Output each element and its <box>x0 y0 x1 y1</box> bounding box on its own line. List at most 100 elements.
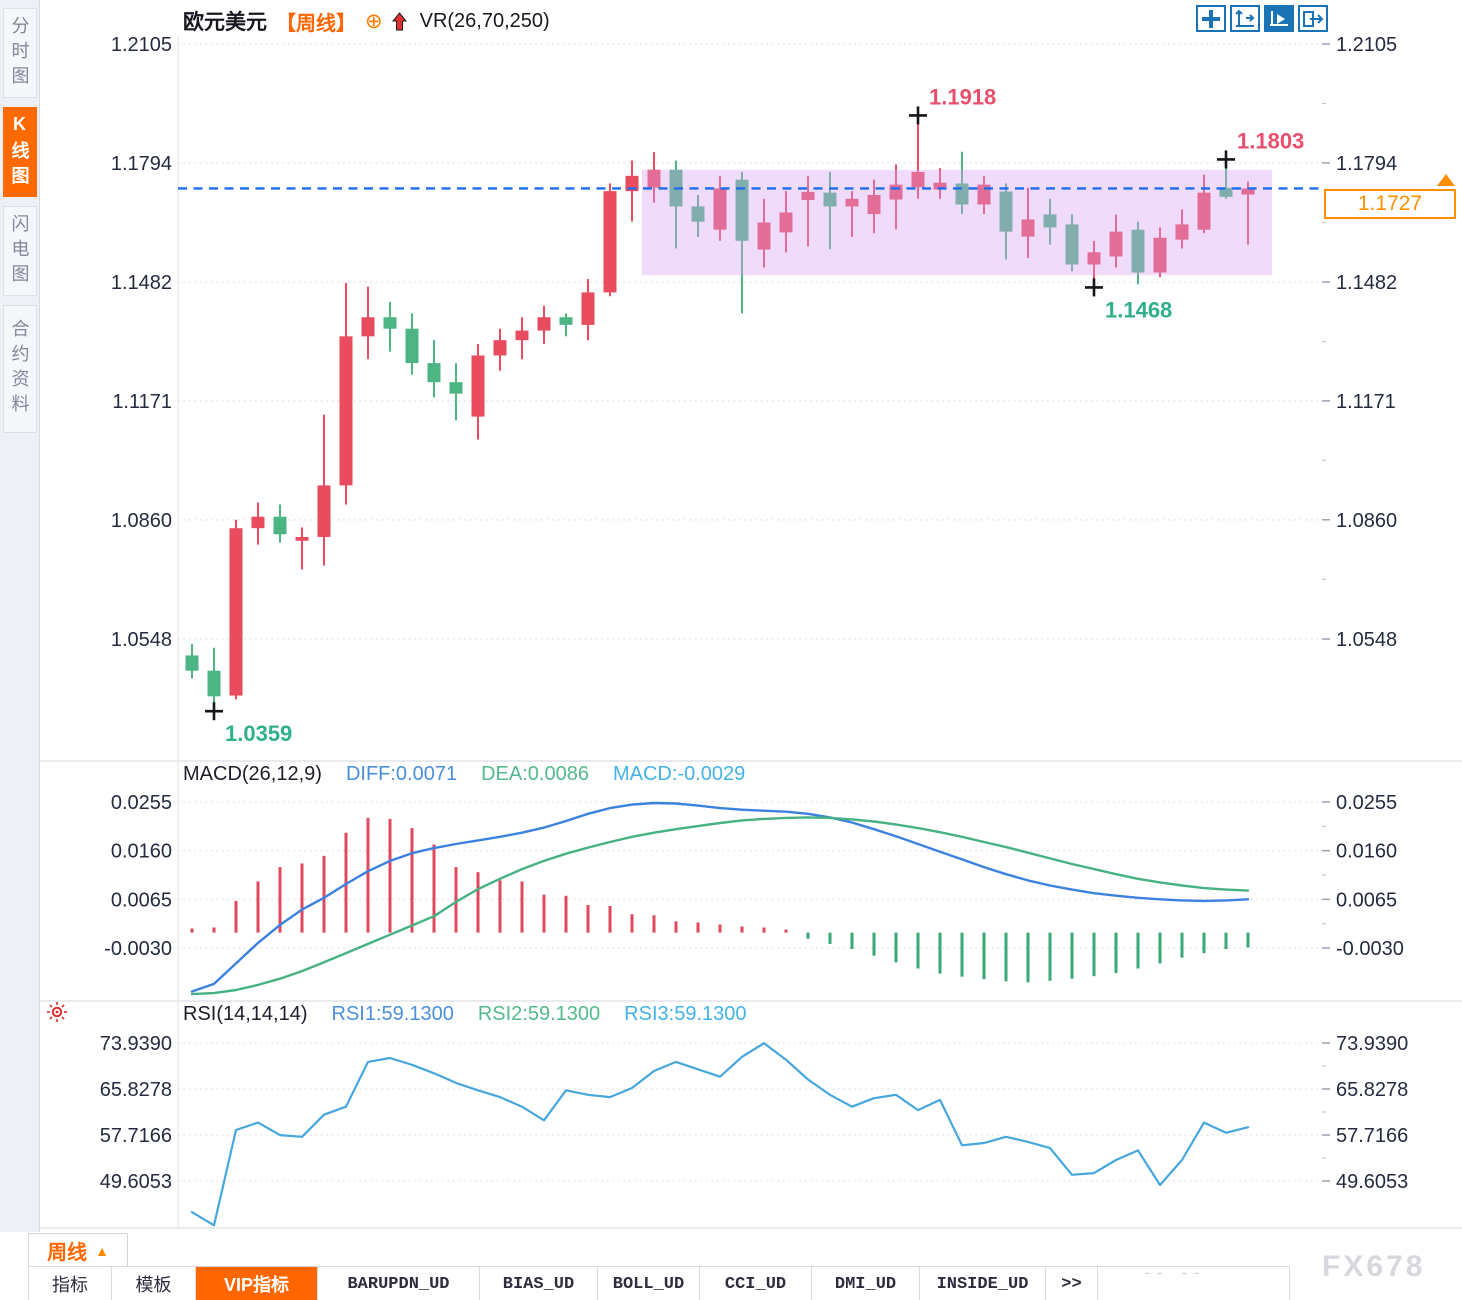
indicator-tabbar: 指标 模板 VIP指标 BARUPDN_UD BIAS_UD BOLL_UD C… <box>28 1266 1290 1300</box>
collapse-panel-icon[interactable] <box>1298 5 1328 32</box>
sidebar-tab-flash[interactable]: 闪电图 <box>2 206 37 296</box>
candle-body <box>339 336 353 486</box>
tabs-overflow-button[interactable]: >> <box>1046 1267 1098 1300</box>
candle-body <box>295 536 309 541</box>
sidebar-tab-kline[interactable]: K线图 <box>2 107 37 197</box>
candle-body <box>1087 252 1101 265</box>
candle-body <box>999 191 1013 232</box>
svg-text:57.7166: 57.7166 <box>1336 1125 1408 1147</box>
svg-text:1.2105: 1.2105 <box>1336 34 1397 56</box>
macd-diff-value: DIFF:0.0071 <box>345 763 458 785</box>
candle-body <box>779 212 793 233</box>
candle-body <box>1241 188 1255 195</box>
candle-body <box>1065 224 1079 265</box>
tab-barupdn-ud[interactable]: BARUPDN_UD <box>318 1267 480 1300</box>
candle-body <box>317 485 331 537</box>
candle-body <box>1131 229 1145 273</box>
candle-body <box>823 192 837 207</box>
svg-text:1.1468: 1.1468 <box>1105 297 1172 322</box>
candle-body <box>647 169 661 188</box>
tab-boll-ud[interactable]: BOLL_UD <box>598 1267 700 1300</box>
tab-vip-indicators[interactable]: VIP指标 <box>196 1267 318 1300</box>
candle-body <box>185 655 199 671</box>
rsi1-value: RSI1:59.1300 <box>331 1003 454 1025</box>
svg-text:1.1482: 1.1482 <box>111 272 172 294</box>
rsi-legend: RSI(14,14,14) RSI1:59.1300 RSI2:59.1300 … <box>183 1003 747 1026</box>
sun-marker-icon <box>47 1002 67 1022</box>
svg-text:1.1171: 1.1171 <box>1336 391 1396 413</box>
candle-body <box>801 191 815 200</box>
svg-text:73.9390: 73.9390 <box>1336 1033 1408 1055</box>
candle-body <box>757 222 771 250</box>
tab-templates[interactable]: 模板 <box>112 1267 196 1300</box>
candle-body <box>933 182 947 190</box>
period-tag[interactable]: 【周线】 <box>276 12 356 35</box>
candle-body <box>449 382 463 394</box>
candle-body <box>427 363 441 383</box>
candle-body <box>1175 224 1189 240</box>
svg-text:0.0065: 0.0065 <box>111 889 172 911</box>
macd-dea-value: DEA:0.0086 <box>481 763 589 785</box>
consolidation-zone <box>642 169 1272 276</box>
svg-text:0.0255: 0.0255 <box>111 792 172 814</box>
macd-title[interactable]: MACD(26,12,9) <box>183 763 322 785</box>
svg-text:1.1918: 1.1918 <box>929 84 996 109</box>
hidden-ticker-dashes: -- -- <box>1143 1266 1206 1282</box>
candle-body <box>383 317 397 329</box>
current-price-tag: 1.1727 <box>1324 189 1456 219</box>
candle-body <box>559 317 573 325</box>
svg-text:73.9390: 73.9390 <box>100 1033 172 1055</box>
svg-text:65.8278: 65.8278 <box>100 1079 172 1101</box>
sidebar-tab-contract-info[interactable]: 合约资料 <box>2 305 37 433</box>
svg-text:1.0359: 1.0359 <box>225 721 292 746</box>
svg-text:0.0160: 0.0160 <box>1336 841 1397 863</box>
tab-bias-ud[interactable]: BIAS_UD <box>480 1267 598 1300</box>
candle-body <box>713 188 727 230</box>
tab-inside-ud[interactable]: INSIDE_UD <box>920 1267 1046 1300</box>
svg-text:1.1794: 1.1794 <box>111 153 172 175</box>
rsi2-value: RSI2:59.1300 <box>477 1003 601 1025</box>
symbol-title: 欧元美元 <box>183 11 267 34</box>
candle-body <box>537 317 551 331</box>
tab-empty <box>1098 1267 1290 1300</box>
chart-header: 欧元美元 【周线】 ⊕ VR(26,70,250) <box>183 6 550 36</box>
tab-cci-ud[interactable]: CCI_UD <box>700 1267 812 1300</box>
candle-body <box>471 355 485 417</box>
auto-scale-icon[interactable] <box>1264 5 1294 32</box>
indicator-label[interactable]: VR(26,70,250) <box>419 9 550 32</box>
svg-text:57.7166: 57.7166 <box>100 1125 172 1147</box>
svg-text:1.0860: 1.0860 <box>111 510 172 532</box>
candle-body <box>603 191 617 293</box>
candle-body <box>207 670 221 697</box>
svg-text:0.0255: 0.0255 <box>1336 792 1397 814</box>
add-indicator-icon[interactable]: ⊕ <box>365 9 383 33</box>
axis-range-icon[interactable] <box>1230 5 1260 32</box>
period-dropdown-button[interactable]: 周线 ▲ <box>28 1233 128 1267</box>
svg-text:49.6053: 49.6053 <box>100 1171 172 1193</box>
candle-body <box>1021 219 1035 237</box>
svg-text:49.6053: 49.6053 <box>1336 1171 1408 1193</box>
candle-body <box>1109 231 1123 257</box>
macd-hist-value: MACD:-0.0029 <box>612 763 746 785</box>
candle-body <box>493 340 507 356</box>
svg-text:0.0160: 0.0160 <box>111 841 172 863</box>
svg-text:1.1803: 1.1803 <box>1237 128 1304 153</box>
price-arrow-up-icon <box>1437 174 1455 186</box>
candle-body <box>361 317 375 337</box>
candle-body <box>1153 237 1167 273</box>
sidebar-tab-intraday[interactable]: 分时图 <box>2 8 37 98</box>
svg-text:0.0065: 0.0065 <box>1336 889 1397 911</box>
rsi-title[interactable]: RSI(14,14,14) <box>183 1003 308 1025</box>
candle-body <box>1219 187 1233 197</box>
crosshair-icon[interactable] <box>1196 5 1226 32</box>
candle-body <box>229 528 243 696</box>
period-label: 周线 <box>47 1242 88 1264</box>
up-arrow-icon <box>391 11 407 30</box>
chart-toolbar <box>1196 5 1328 32</box>
candle-body <box>911 172 925 188</box>
svg-text:-0.0030: -0.0030 <box>1336 938 1404 960</box>
candle-body <box>735 179 749 241</box>
tab-dmi-ud[interactable]: DMI_UD <box>812 1267 920 1300</box>
tab-indicators[interactable]: 指标 <box>28 1267 112 1300</box>
